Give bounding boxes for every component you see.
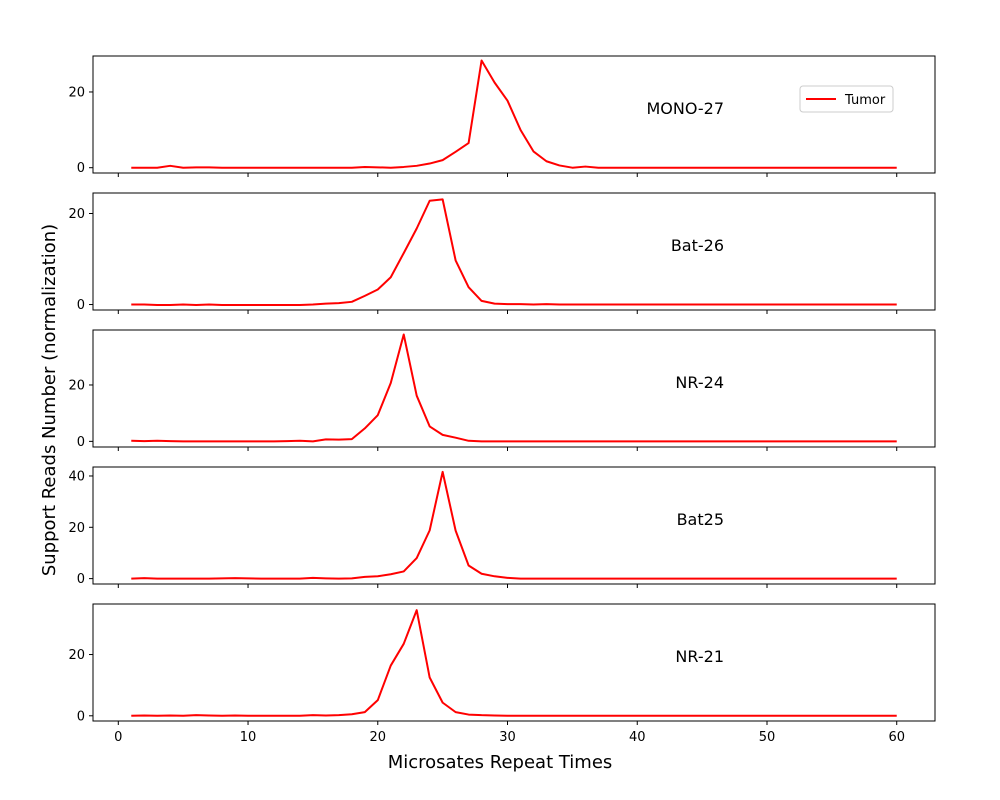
panel-label: MONO-27 [646,99,724,118]
series-line-tumor [131,198,897,306]
panel-frame [92,55,936,174]
panel-frame [92,329,936,448]
y-tick-label: 0 [77,435,85,450]
y-tick-label: 40 [68,469,85,484]
legend: Tumor [799,85,894,113]
series-line-tumor [131,609,897,717]
panel-1: 0 20 MONO-27 Tumor [68,55,936,177]
panel-label: NR-21 [675,647,724,666]
x-tick-label: 10 [240,730,257,745]
x-tick-label: 50 [759,730,776,745]
legend-box [799,85,894,113]
panel-5: 0 20 0 10 20 30 40 50 60 NR-21 [68,603,936,745]
y-tick-label: 0 [77,161,85,176]
legend-entry-label: Tumor [844,93,886,108]
y-tick-label: 20 [68,521,85,536]
y-tick-label: 20 [68,207,85,222]
series-line-tumor [131,59,897,169]
panel-frame [92,466,936,585]
panel-3: 0 20 NR-24 [68,329,936,451]
panel-frame [92,192,936,311]
panel-label: NR-24 [675,373,724,392]
panel-label: Bat25 [677,510,724,529]
series-line-tumor [131,333,897,443]
y-tick-label: 20 [68,378,85,393]
panel-2: 0 20 Bat-26 [68,192,936,314]
y-tick-label: 20 [68,648,85,663]
x-tick-label: 0 [114,730,122,745]
y-axis-label: Support Reads Number (normalization) [39,224,60,576]
panel-label: Bat-26 [671,236,724,255]
x-tick-label: 20 [370,730,387,745]
x-tick-label: 60 [888,730,905,745]
y-tick-label: 20 [68,85,85,100]
x-tick-label: 40 [629,730,646,745]
x-axis-label: Microsates Repeat Times [388,752,613,773]
y-tick-label: 0 [77,298,85,313]
panel-4: 0 20 40 Bat25 [68,466,936,588]
panel-frame [92,603,936,722]
series-line-tumor [131,470,897,580]
y-tick-label: 0 [77,709,85,724]
x-tick-label: 30 [499,730,516,745]
y-tick-label: 0 [77,572,85,587]
panels: 0 20 MONO-27 Tumor 0 20 Bat-26 0 20 NR-24 0 20 40 Bat… [68,55,936,745]
